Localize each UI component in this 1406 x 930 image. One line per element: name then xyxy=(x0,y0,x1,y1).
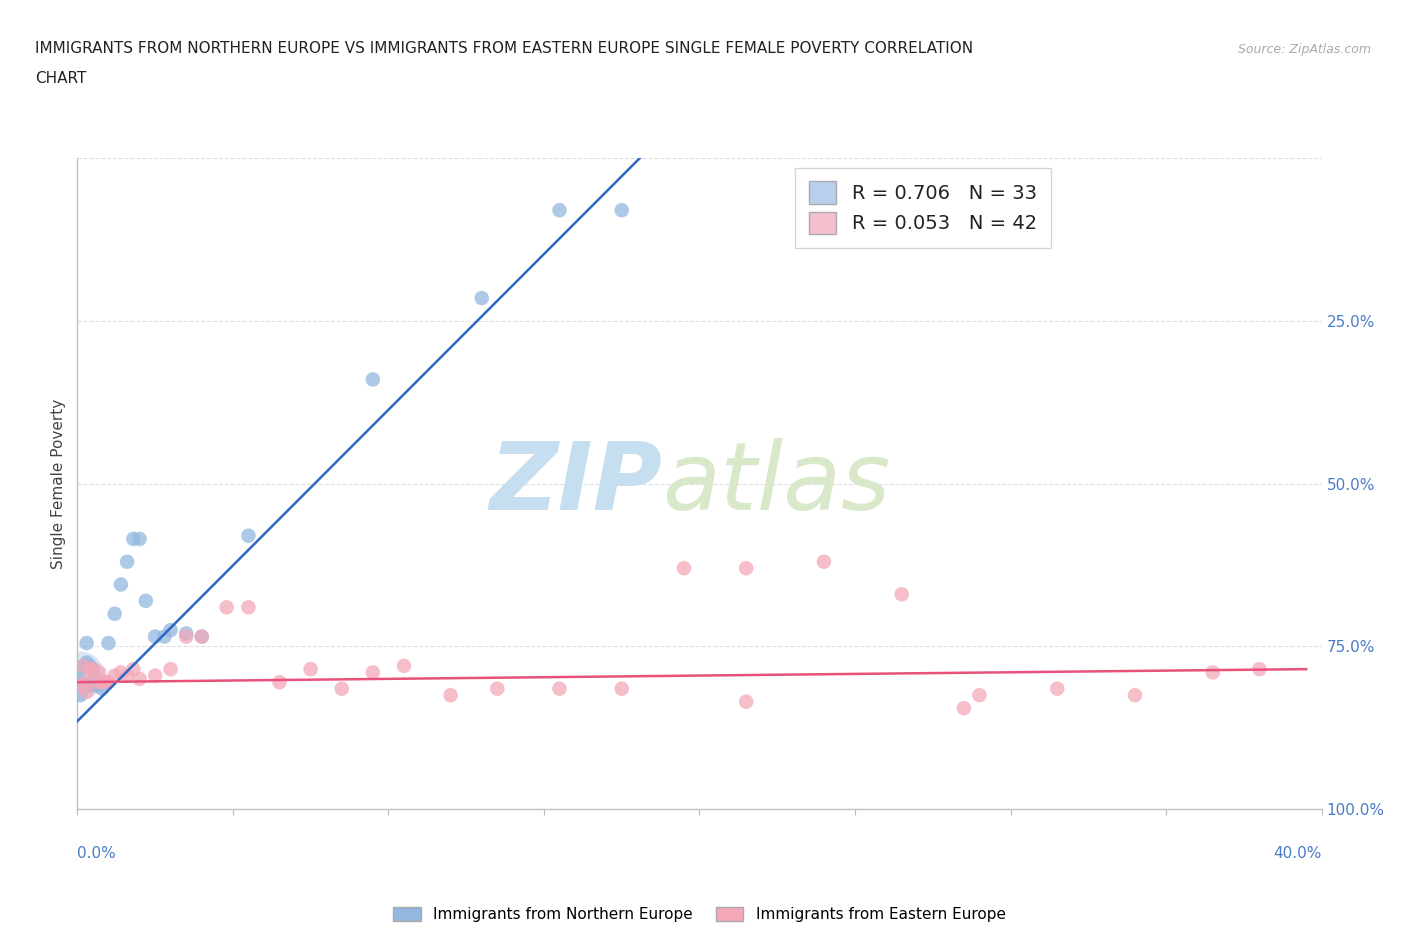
Point xyxy=(672,561,695,576)
Point xyxy=(122,532,145,547)
Point xyxy=(135,593,157,608)
Point xyxy=(104,668,127,683)
Point xyxy=(548,203,571,218)
Point xyxy=(471,291,494,306)
Point xyxy=(238,600,260,615)
Point xyxy=(82,678,104,693)
Point xyxy=(91,675,114,690)
Point xyxy=(94,675,117,690)
Point xyxy=(94,675,117,690)
Point xyxy=(143,668,166,683)
Point xyxy=(76,655,98,670)
Point xyxy=(87,665,110,680)
Text: atlas: atlas xyxy=(662,438,890,529)
Point xyxy=(1249,662,1271,677)
Point xyxy=(813,554,835,569)
Point xyxy=(143,629,166,644)
Point xyxy=(72,658,94,673)
Point xyxy=(486,681,509,696)
Point xyxy=(76,678,98,693)
Text: 40.0%: 40.0% xyxy=(1274,846,1322,861)
Point xyxy=(191,629,214,644)
Y-axis label: Single Female Poverty: Single Female Poverty xyxy=(51,398,66,569)
Text: IMMIGRANTS FROM NORTHERN EUROPE VS IMMIGRANTS FROM EASTERN EUROPE SINGLE FEMALE : IMMIGRANTS FROM NORTHERN EUROPE VS IMMIG… xyxy=(35,41,973,56)
Point xyxy=(69,678,91,693)
Point xyxy=(299,662,322,677)
Point xyxy=(76,684,98,699)
Point xyxy=(76,675,98,690)
Point xyxy=(128,671,150,686)
Point xyxy=(361,665,384,680)
Point xyxy=(72,678,94,693)
Point xyxy=(104,606,127,621)
Point xyxy=(953,701,976,716)
Point xyxy=(269,675,291,690)
Legend: Immigrants from Northern Europe, Immigrants from Eastern Europe: Immigrants from Northern Europe, Immigra… xyxy=(387,900,1012,928)
Point xyxy=(76,636,98,651)
Point xyxy=(392,658,415,673)
Point xyxy=(122,662,145,677)
Point xyxy=(1202,665,1225,680)
Point xyxy=(440,688,463,703)
Point xyxy=(238,528,260,543)
Point xyxy=(110,665,132,680)
Text: 0.0%: 0.0% xyxy=(77,846,117,861)
Point xyxy=(110,577,132,592)
Point xyxy=(174,629,197,644)
Point xyxy=(79,662,101,677)
Point xyxy=(128,532,150,547)
Point xyxy=(69,675,91,690)
Point xyxy=(610,681,633,696)
Point xyxy=(115,554,138,569)
Point xyxy=(735,561,758,576)
Point xyxy=(330,681,353,696)
Point xyxy=(153,629,176,644)
Point xyxy=(159,623,181,638)
Point xyxy=(361,372,384,387)
Point xyxy=(548,681,571,696)
Point xyxy=(82,662,104,677)
Point xyxy=(174,626,197,641)
Text: ZIP: ZIP xyxy=(489,438,662,529)
Point xyxy=(84,671,107,686)
Point xyxy=(97,675,120,690)
Point xyxy=(735,694,758,709)
Point xyxy=(115,668,138,683)
Text: Source: ZipAtlas.com: Source: ZipAtlas.com xyxy=(1237,43,1371,56)
Point xyxy=(82,662,104,677)
Point xyxy=(72,658,94,673)
Point xyxy=(191,629,214,644)
Point xyxy=(969,688,991,703)
Point xyxy=(79,678,101,693)
Point xyxy=(1046,681,1069,696)
Point xyxy=(91,681,114,696)
Point xyxy=(79,658,101,673)
Point xyxy=(69,668,91,683)
Point xyxy=(69,662,91,677)
Point xyxy=(215,600,238,615)
Point xyxy=(610,203,633,218)
Point xyxy=(87,678,110,693)
Point xyxy=(159,662,181,677)
Point xyxy=(890,587,912,602)
Point xyxy=(69,688,91,703)
Point xyxy=(97,636,120,651)
Point xyxy=(84,675,107,690)
Point xyxy=(1123,688,1146,703)
Text: CHART: CHART xyxy=(35,71,87,86)
